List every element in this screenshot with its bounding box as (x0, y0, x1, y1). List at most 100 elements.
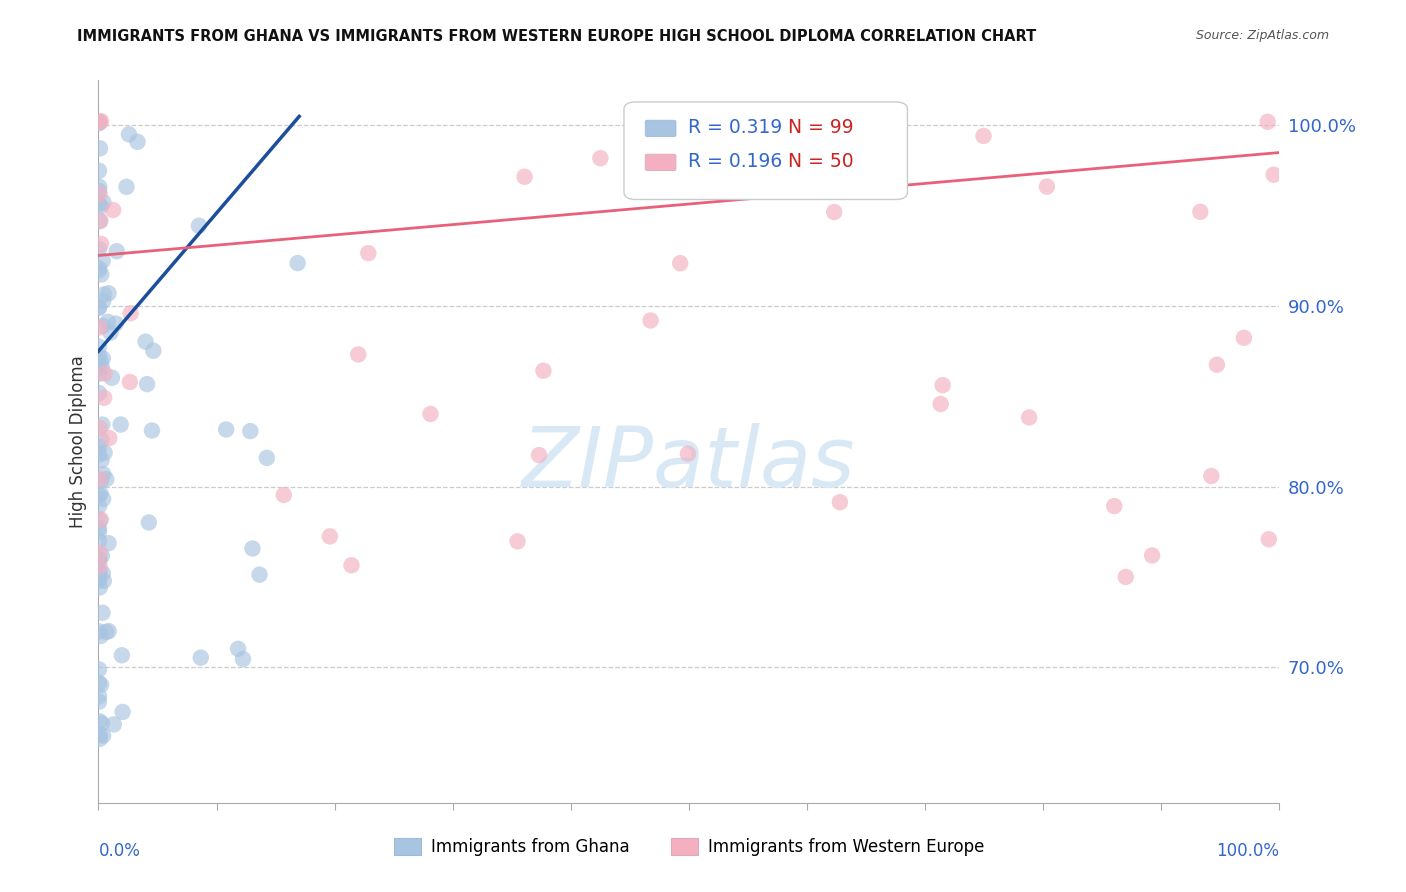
Point (87, 367, 110, 381)
Point (87, 551, 110, 566)
Point (90, 360, 112, 375)
Point (87, 524, 110, 539)
Point (513, 169, 536, 184)
Point (90, 629, 112, 643)
Point (111, 648, 134, 663)
Point (90, 199, 112, 213)
Point (87, 360, 110, 375)
Point (1206, 358, 1229, 372)
Point (90, 474, 112, 488)
Point (93, 391, 115, 405)
Point (89, 179, 111, 194)
Point (87, 572, 110, 586)
Point (1115, 570, 1137, 584)
Point (287, 256, 309, 270)
Point (89, 564, 111, 578)
Point (90, 354, 112, 368)
Point (87, 263, 110, 277)
Point (87, 116, 110, 130)
Point (589, 151, 612, 165)
Point (256, 450, 278, 465)
Point (118, 375, 141, 389)
Point (105, 244, 128, 259)
Text: N = 99: N = 99 (789, 118, 853, 136)
Point (91, 566, 114, 581)
FancyBboxPatch shape (624, 102, 907, 200)
Point (89, 546, 111, 560)
Point (93, 574, 115, 588)
Point (138, 516, 160, 530)
FancyBboxPatch shape (645, 120, 676, 136)
Point (115, 179, 138, 194)
Point (239, 424, 262, 438)
Point (89, 214, 111, 228)
Point (1036, 179, 1059, 194)
Point (91, 293, 114, 308)
Point (249, 567, 271, 582)
Point (100, 326, 122, 340)
Point (531, 364, 554, 378)
Point (87, 521, 110, 535)
Point (90, 678, 112, 692)
Point (87, 184, 110, 198)
Point (87, 448, 110, 462)
Point (669, 256, 692, 270)
Point (340, 558, 363, 573)
Text: 100.0%: 100.0% (1216, 842, 1279, 860)
Point (87, 567, 110, 582)
Point (87, 574, 110, 588)
Point (110, 417, 132, 432)
Point (931, 378, 953, 392)
Point (357, 246, 380, 260)
Legend: Immigrants from Ghana, Immigrants from Western Europe: Immigrants from Ghana, Immigrants from W… (387, 831, 991, 863)
Point (1104, 499, 1126, 513)
Point (685, 166, 707, 180)
Point (190, 650, 212, 665)
Point (91, 606, 114, 620)
Point (89, 115, 111, 129)
Point (87, 533, 110, 548)
Point (127, 135, 149, 149)
Point (91, 351, 114, 366)
Point (93, 287, 115, 301)
Point (87, 624, 110, 639)
Point (87, 301, 110, 315)
Point (97, 536, 120, 550)
Point (91, 729, 114, 743)
Point (87, 300, 110, 314)
Point (141, 424, 163, 438)
Point (87, 242, 110, 256)
Point (104, 317, 127, 331)
Point (97, 315, 120, 329)
Point (136, 377, 159, 392)
Text: ZIPatlas: ZIPatlas (522, 423, 856, 504)
Point (87, 554, 110, 568)
Point (800, 125, 823, 139)
Point (87, 695, 110, 709)
Point (101, 370, 124, 384)
Point (1189, 204, 1212, 219)
Point (98, 431, 121, 445)
Point (89, 559, 111, 574)
Point (188, 219, 211, 233)
Point (87, 440, 110, 454)
Point (89, 421, 111, 435)
Point (97, 286, 120, 301)
Point (93, 195, 115, 210)
Point (97, 624, 120, 639)
Point (1140, 549, 1163, 563)
Point (527, 448, 550, 462)
Point (111, 705, 134, 719)
Text: N = 50: N = 50 (789, 152, 853, 170)
Point (101, 202, 124, 217)
Point (87, 261, 110, 276)
Point (87, 488, 110, 502)
Point (89, 486, 111, 500)
Point (87, 662, 110, 676)
Point (89, 141, 111, 155)
Point (142, 343, 165, 358)
Point (89, 320, 111, 334)
Point (87, 197, 110, 211)
Text: 0.0%: 0.0% (98, 842, 141, 860)
Point (89, 187, 111, 202)
